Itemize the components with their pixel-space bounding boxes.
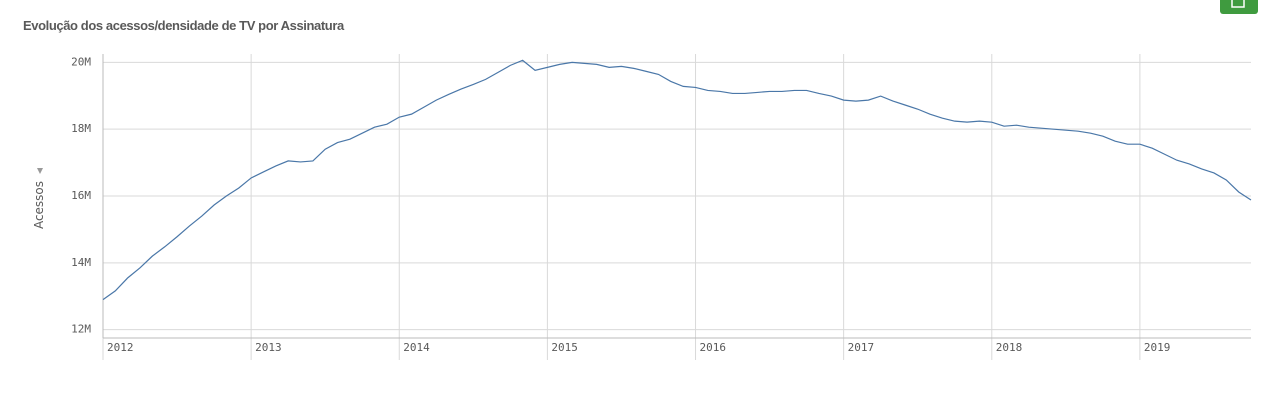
y-tick-label: 12M bbox=[71, 323, 91, 336]
y-tick-label: 18M bbox=[71, 122, 91, 135]
chart-title: Evolução dos acessos/densidade de TV por… bbox=[23, 18, 345, 33]
sort-indicator[interactable] bbox=[37, 168, 43, 174]
export-icon bbox=[1231, 0, 1245, 8]
line bbox=[102, 59, 1252, 301]
y-tick-label: 14M bbox=[71, 256, 91, 269]
y-axis-label: Acessos bbox=[32, 181, 46, 229]
x-tick-label: 2013 bbox=[255, 341, 282, 354]
y-tick-label: 16M bbox=[71, 189, 91, 202]
x-tick-label: 2018 bbox=[996, 341, 1023, 354]
x-tick-label: 2019 bbox=[1144, 341, 1171, 354]
x-tick-label: 2017 bbox=[848, 341, 875, 354]
x-tick-label: 2012 bbox=[107, 341, 134, 354]
x-tick-label: 2014 bbox=[403, 341, 430, 354]
y-tick-label: 20M bbox=[71, 55, 91, 68]
x-tick-label: 2016 bbox=[700, 341, 727, 354]
x-tick-label: 2015 bbox=[551, 341, 578, 354]
